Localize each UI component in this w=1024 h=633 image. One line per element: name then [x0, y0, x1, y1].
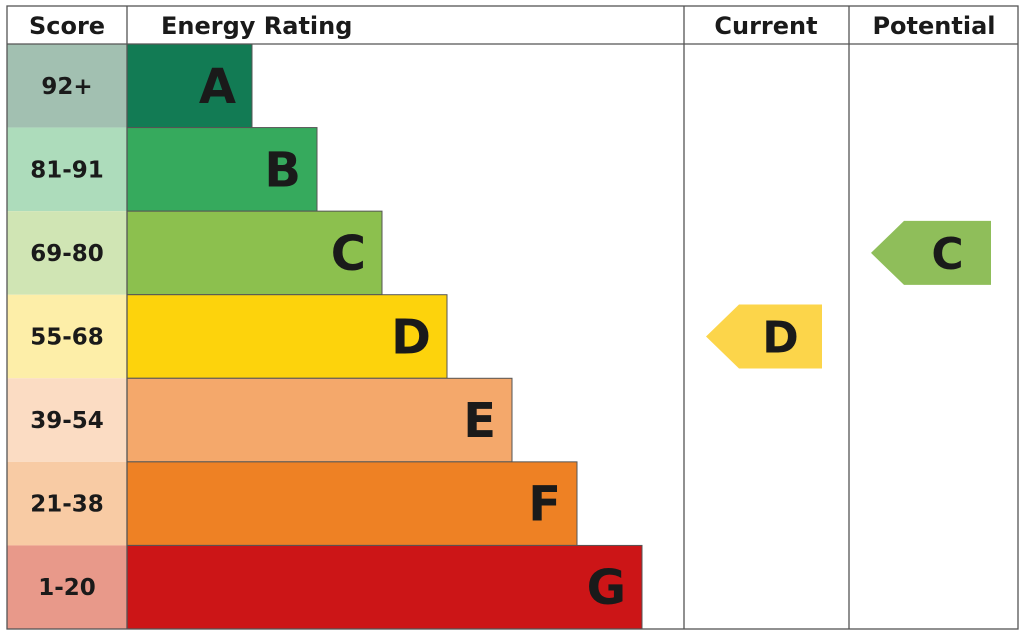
potential-rating-letter: C — [931, 229, 963, 280]
score-cell-b — [7, 127, 127, 212]
score-label-b: 81-91 — [30, 157, 104, 183]
score-cell-f — [7, 461, 127, 546]
score-cell-c — [7, 211, 127, 295]
score-cell-a — [7, 44, 127, 128]
band-bar-f — [126, 461, 578, 546]
band-bar-a — [126, 43, 253, 129]
current-header: Current — [714, 12, 817, 40]
band-bar-b — [126, 127, 318, 212]
band-letter-d: D — [391, 310, 431, 366]
score-cell-e — [7, 378, 127, 462]
current-rating-letter: D — [762, 313, 799, 364]
score-label-e: 39-54 — [30, 408, 104, 434]
band-bar-d — [126, 294, 448, 379]
band-letter-c: C — [331, 226, 366, 282]
energy-rating-header: Energy Rating — [161, 12, 352, 40]
potential-rating-arrow — [871, 220, 991, 285]
band-bar-c — [126, 210, 383, 296]
score-label-f: 21-38 — [30, 492, 104, 518]
score-cell-d — [7, 294, 127, 379]
score-label-d: 55-68 — [30, 325, 104, 351]
band-letter-b: B — [264, 142, 301, 198]
band-bar-e — [126, 377, 513, 463]
score-label-g: 1-20 — [38, 575, 96, 601]
current-rating-arrow — [706, 304, 822, 369]
potential-header: Potential — [872, 12, 995, 40]
score-cell-g — [7, 545, 127, 629]
band-letter-e: E — [463, 393, 496, 449]
band-bar-g — [126, 544, 643, 630]
band-letter-g: G — [587, 560, 626, 616]
score-label-c: 69-80 — [30, 241, 104, 267]
score-label-a: 92+ — [41, 74, 92, 100]
band-letter-f: F — [528, 477, 561, 533]
score-header: Score — [29, 12, 105, 40]
band-letter-a: A — [199, 59, 236, 115]
